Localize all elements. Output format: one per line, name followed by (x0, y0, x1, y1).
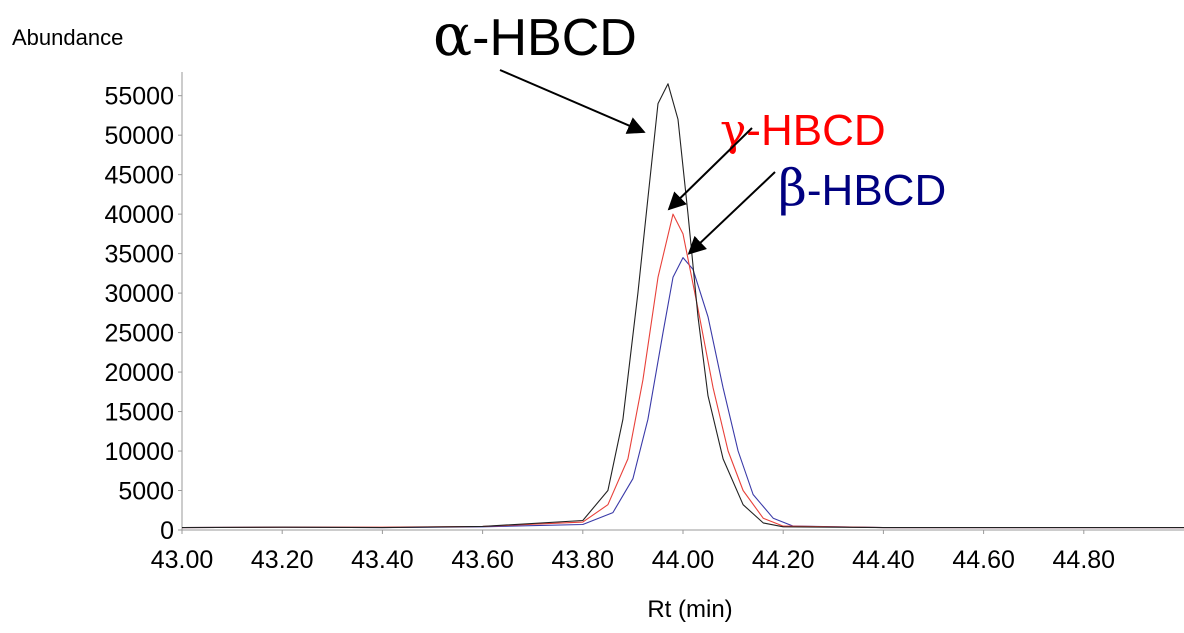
x-tick-label: 44.60 (952, 546, 1015, 574)
x-tick-label: 44.00 (652, 546, 715, 574)
x-tick-label: 43.00 (151, 546, 214, 574)
annotation-arrow-alpha (499, 69, 646, 134)
x-tick-label: 44.80 (1053, 546, 1116, 574)
y-tick-label: 45000 (104, 162, 174, 190)
annotation-label-beta: β-HBCD (778, 159, 946, 217)
x-tick-label: 43.60 (451, 546, 514, 574)
y-tick-label: 40000 (104, 201, 174, 229)
y-tick-label: 35000 (104, 241, 174, 269)
annotation-text-gamma: -HBCD (746, 106, 885, 155)
y-axis-title: Abundance (12, 25, 123, 50)
x-tick-label: 43.40 (351, 546, 414, 574)
y-axis-ticks: 0 5000 10000 15000 20000 25000 30000 35000 40000… (104, 83, 182, 545)
y-tick-label: 25000 (104, 320, 174, 348)
x-tick-label: 44.20 (752, 546, 815, 574)
y-tick-label: 20000 (104, 359, 174, 387)
annotation-text-alpha: -HBCD (472, 9, 637, 67)
x-axis-ticks: 43.00 43.20 43.40 43.60 43.80 44.00 44.20 44.40… (151, 530, 1115, 574)
series-layer (181, 83, 1184, 529)
x-axis-title: Rt (min) (647, 596, 732, 623)
annotation-label-gamma: γ-HBCD (720, 105, 886, 156)
y-tick-label: 30000 (104, 280, 174, 308)
x-tick-label: 43.80 (552, 546, 615, 574)
y-tick-label: 5000 (118, 478, 174, 506)
annotation-greek-alpha: α (433, 1, 472, 69)
annotation-greek-beta: β (778, 159, 807, 217)
series-line-gamma (181, 213, 1184, 529)
y-tick-label: 55000 (104, 83, 174, 111)
y-tick-label: 0 (160, 517, 174, 545)
x-tick-label: 43.20 (251, 546, 314, 574)
series-line-beta (181, 257, 1184, 529)
annotation-greek-gamma: γ (720, 105, 746, 156)
series-line-alpha (181, 83, 1184, 529)
y-tick-label: 50000 (104, 122, 174, 150)
x-tick-label: 44.40 (852, 546, 915, 574)
y-tick-label: 15000 (104, 399, 174, 427)
annotation-text-beta: -HBCD (807, 166, 946, 215)
annotation-arrow-beta (687, 171, 776, 255)
y-tick-label: 10000 (104, 438, 174, 466)
annotation-arrow-gamma (667, 127, 753, 211)
annotation-label-alpha: α-HBCD (433, 1, 637, 69)
